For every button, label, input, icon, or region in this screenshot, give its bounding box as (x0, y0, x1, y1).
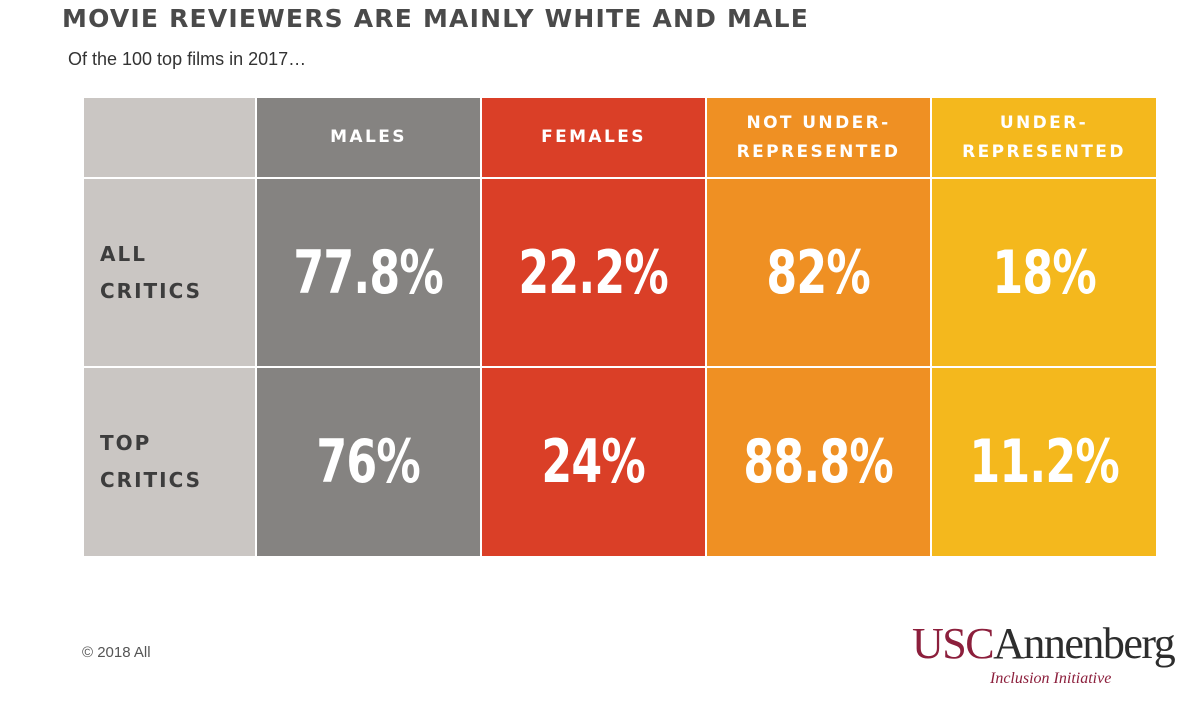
copyright-text: © 2018 All (82, 644, 151, 661)
value-label: 77.8% (293, 237, 444, 308)
row-label-all-critics: ALL CRITICS (84, 179, 255, 366)
value-label: 76% (316, 427, 421, 497)
chart-subtitle: Of the 100 top films in 2017… (68, 49, 307, 69)
value-label: 22.2% (518, 237, 669, 308)
column-header-not-underrepresented: NOT UNDER- REPRESENTED (707, 98, 930, 177)
chart-title: MOVIE REVIEWERS ARE MAINLY WHITE AND MAL… (62, 4, 810, 33)
value-label: 82% (766, 237, 871, 308)
column-header-label: MALES (330, 127, 407, 147)
data-table: MALES FEMALES NOT UNDER- REPRESENTED UND… (84, 98, 1156, 556)
value-cell-all-females: 22.2% (482, 179, 705, 366)
column-header-males: MALES (257, 98, 480, 177)
value-label: 18% (992, 237, 1096, 308)
value-label: 24% (541, 427, 646, 497)
logo-tagline: Inclusion Initiative (990, 670, 1112, 687)
logo-wordmark: USCAnnenberg (912, 619, 1176, 668)
value-cell-all-not-underrepresented: 82% (707, 179, 930, 366)
column-header-label: UNDER- REPRESENTED (962, 112, 1126, 162)
logo-usc-text: USC (912, 619, 995, 668)
value-cell-top-females: 24% (482, 368, 705, 556)
column-header-females: FEMALES (482, 98, 705, 177)
value-cell-top-not-underrepresented: 88.8% (707, 368, 930, 556)
value-label: 88.8% (743, 427, 894, 497)
column-header-label: FEMALES (541, 127, 646, 147)
value-cell-all-underrepresented: 18% (932, 179, 1156, 366)
usc-annenberg-logo: USCAnnenberg Inclusion Initiative (912, 620, 1176, 692)
corner-cell (84, 98, 255, 177)
logo-annenberg-text: Annenberg (993, 619, 1176, 668)
value-cell-top-males: 76% (257, 368, 480, 556)
row-label-top-critics: TOP CRITICS (84, 368, 255, 556)
value-cell-top-underrepresented: 11.2% (932, 368, 1156, 556)
column-header-label: NOT UNDER- REPRESENTED (736, 112, 901, 162)
value-label: 11.2% (969, 427, 1119, 497)
value-cell-all-males: 77.8% (257, 179, 480, 366)
column-header-underrepresented: UNDER- REPRESENTED (932, 98, 1156, 177)
